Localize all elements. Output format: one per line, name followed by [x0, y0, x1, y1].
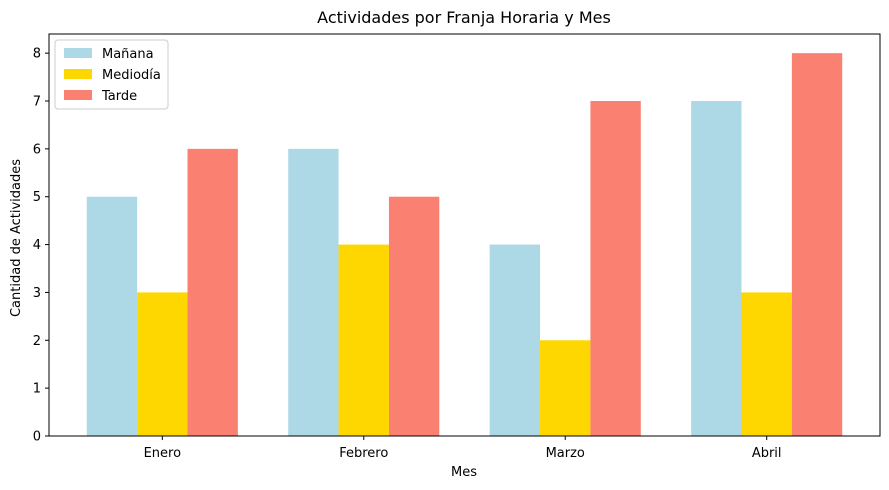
bar-tarde-febrero	[388, 196, 440, 436]
y-tick-label: 6	[33, 142, 41, 157]
y-tick-label: 7	[33, 95, 41, 110]
y-tick-label: 0	[33, 430, 41, 445]
bar-mediodía-febrero	[338, 244, 389, 436]
y-axis-label: Cantidad de Actividades	[9, 159, 24, 317]
plot-area: 0 1 2 3 4 5 6 7 8 Enero Febrero Marzo Abril	[33, 33, 881, 461]
x-tick-label: Enero	[144, 446, 182, 461]
bar-mañana-abril	[691, 101, 742, 436]
y-tick-label: 8	[33, 47, 41, 62]
legend: Mañana Mediodía Tarde	[54, 39, 169, 110]
x-tick-label: Abril	[752, 446, 782, 461]
x-tick-label: Febrero	[339, 446, 388, 461]
x-tick-label: Marzo	[546, 446, 585, 461]
legend-swatch-mediodía	[64, 69, 92, 79]
y-tick-label: 3	[33, 286, 41, 301]
bar-mañana-febrero	[288, 148, 339, 436]
bar-mediodía-marzo	[540, 340, 591, 436]
legend-swatch-tarde	[64, 90, 92, 100]
y-tick-label: 5	[33, 190, 41, 205]
legend-swatch-mañana	[64, 48, 92, 58]
y-tick-label: 1	[33, 382, 41, 397]
y-tick-label: 4	[33, 238, 41, 253]
bar-tarde-marzo	[590, 101, 641, 436]
legend-label-mediodía: Mediodía	[102, 68, 161, 83]
chart-title: Actividades por Franja Horaria y Mes	[317, 8, 611, 27]
bar-mediodía-abril	[741, 292, 792, 436]
y-tick-label: 2	[33, 334, 41, 349]
bar-tarde-abril	[791, 53, 843, 437]
bar-mañana-marzo	[489, 244, 541, 436]
bar-mediodía-enero	[137, 292, 188, 436]
legend-label-tarde: Tarde	[101, 89, 137, 104]
legend-label-mañana: Mañana	[102, 47, 154, 62]
bar-mañana-enero	[86, 196, 138, 436]
bar-tarde-enero	[187, 148, 238, 436]
x-axis-label: Mes	[451, 465, 477, 480]
axes-frame	[48, 33, 881, 437]
